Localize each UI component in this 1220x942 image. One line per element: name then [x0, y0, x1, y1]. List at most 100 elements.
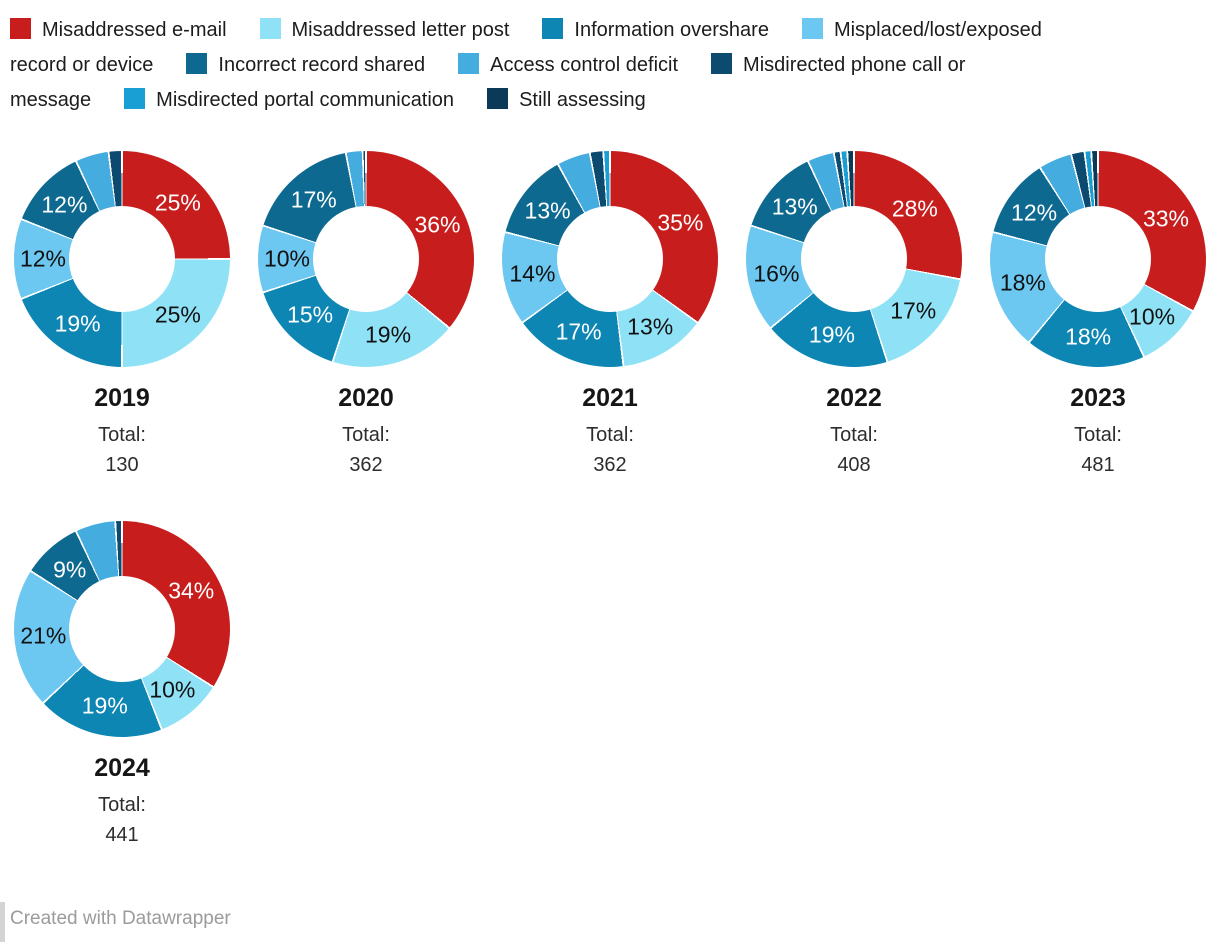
total-value: 441 — [105, 824, 139, 846]
chart-2021: 35% 13% 17% 14% 13% 2021 Total: 362 — [488, 151, 732, 521]
legend-row: Misaddressed e-mail Misaddressed letter p… — [10, 13, 1210, 48]
donut-hole — [1045, 206, 1151, 312]
chart-2022: 28% 17% 19% 16% 13% 2022 Total: 408 — [732, 151, 976, 521]
legend-label: Misaddressed letter post — [291, 19, 510, 41]
slice-label: 12% — [19, 245, 67, 272]
donut-hole — [69, 576, 175, 682]
slice-label: 19% — [81, 692, 128, 719]
slice-label: 36% — [414, 211, 461, 238]
legend-swatch-assessing-icon — [487, 88, 509, 109]
legend-swatch-misplaced-icon — [801, 18, 823, 39]
slice-label: 17% — [890, 297, 937, 324]
legend-row: message Misdirected portal communication S… — [10, 83, 1210, 118]
year-label: 2021 — [582, 384, 638, 412]
total-label: Total: — [98, 794, 146, 816]
total-label: Total: — [98, 424, 146, 446]
legend-item: Misaddressed e-mail — [10, 18, 227, 41]
total-value: 481 — [1081, 454, 1115, 476]
slice-label: 13% — [524, 197, 571, 224]
legend-label: Information overshare — [574, 19, 769, 41]
total-label: Total: — [830, 424, 878, 446]
legend-label: Misplaced/lost/exposed — [833, 19, 1042, 41]
donut-2019[interactable]: 25% 25% 19% 12% 12% — [14, 151, 230, 367]
legend-swatch-email-icon — [10, 18, 31, 39]
legend-swatch-portal-icon — [124, 88, 146, 109]
legend-label: record or device — [10, 54, 154, 76]
slice-label: 12% — [41, 191, 88, 218]
legend-label: Misdirected portal communication — [156, 89, 455, 111]
total-value: 362 — [593, 454, 627, 476]
total-label: Total: — [342, 424, 390, 446]
total-value: 362 — [349, 454, 383, 476]
legend-item: Access control deficit — [458, 53, 679, 76]
attribution-link[interactable]: Created with Datawrapper — [10, 908, 231, 929]
slice-label: 35% — [657, 209, 704, 236]
chart-2019: 25% 25% 19% 12% 12% 2019 Total: 130 — [0, 151, 244, 521]
legend-swatch-overshare-icon — [542, 18, 564, 39]
legend-swatch-phone-icon — [711, 53, 733, 74]
slice-label: 25% — [154, 301, 201, 328]
legend-row: record or device Incorrect record shared A… — [10, 48, 1210, 83]
year-label: 2020 — [338, 384, 394, 412]
legend-label: Access control deficit — [490, 54, 679, 76]
slice-label: 13% — [771, 193, 818, 220]
year-label: 2019 — [94, 384, 150, 412]
slice-label: 28% — [891, 195, 938, 222]
donut-hole — [557, 206, 663, 312]
slice-label: 21% — [20, 622, 67, 649]
slice-label: 33% — [1142, 205, 1190, 232]
slice-label: 15% — [287, 301, 334, 328]
total-value: 130 — [105, 454, 139, 476]
year-label: 2023 — [1070, 384, 1126, 412]
total-label: Total: — [1074, 424, 1122, 446]
year-label: 2022 — [826, 384, 882, 412]
legend-swatch-letter-icon — [259, 18, 281, 39]
total-value: 408 — [837, 454, 871, 476]
legend: Misaddressed e-mail Misaddressed letter p… — [0, 0, 1220, 118]
legend-item: Misdirected phone call or — [711, 53, 966, 76]
legend-label: Misdirected phone call or — [743, 54, 966, 76]
slice-label: 10% — [263, 245, 311, 272]
donut-2021[interactable]: 35% 13% 17% 14% 13% — [502, 151, 718, 367]
slice-label: 34% — [168, 577, 215, 604]
left-edge-bar — [0, 902, 5, 942]
donut-hole — [69, 206, 175, 312]
legend-item: Still assessing — [487, 88, 646, 111]
year-label: 2024 — [94, 754, 150, 782]
chart-2020: 36% 19% 15% 10% 17% 2020 Total: 362 — [244, 151, 488, 521]
slice-label: 17% — [555, 318, 602, 344]
legend-item: Misdirected portal communication — [124, 88, 455, 111]
slice-label: 18% — [999, 269, 1046, 296]
legend-item: record or device — [10, 54, 153, 76]
legend-item: message — [10, 89, 91, 111]
slice-label: 14% — [509, 260, 556, 287]
slice-label: 19% — [365, 321, 412, 348]
donut-hole — [313, 206, 419, 312]
donut-2023[interactable]: 33% 10% 18% 18% 12% — [990, 151, 1206, 367]
slice-label: 18% — [1065, 323, 1112, 350]
slice-label: 25% — [154, 189, 201, 216]
slice-label: 10% — [1129, 303, 1176, 330]
slice-label: 19% — [54, 310, 101, 337]
legend-item: Incorrect record shared — [186, 53, 426, 76]
slice-label: 13% — [627, 313, 674, 340]
legend-label: Incorrect record shared — [218, 54, 426, 76]
legend-swatch-incorrect-icon — [186, 53, 208, 74]
slice-label: 10% — [149, 676, 196, 703]
donut-2020[interactable]: 36% 19% 15% 10% 17% — [258, 151, 474, 367]
slice-label: 19% — [808, 321, 855, 348]
legend-swatch-access-icon — [458, 53, 480, 74]
legend-label: Still assessing — [519, 89, 646, 111]
donut-2024[interactable]: 34% 10% 19% 21% 9% — [14, 521, 230, 737]
legend-item: Misplaced/lost/exposed — [801, 18, 1042, 41]
legend-item: Misaddressed letter post — [259, 18, 510, 41]
donut-2022[interactable]: 28% 17% 19% 16% 13% — [746, 151, 962, 367]
donut-hole — [801, 206, 907, 312]
donut-grid: 25% 25% 19% 12% 12% 2019 Total: 130 36% 19% 15% 10%… — [0, 151, 1220, 891]
chart-2024: 34% 10% 19% 21% 9% 2024 Total: 441 — [0, 521, 244, 891]
slice-label: 12% — [1011, 199, 1058, 226]
total-label: Total: — [586, 424, 634, 446]
chart-2023: 33% 10% 18% 18% 12% 2023 Total: 481 — [976, 151, 1220, 521]
slice-label: 16% — [753, 260, 800, 287]
legend-item: Information overshare — [542, 18, 769, 41]
